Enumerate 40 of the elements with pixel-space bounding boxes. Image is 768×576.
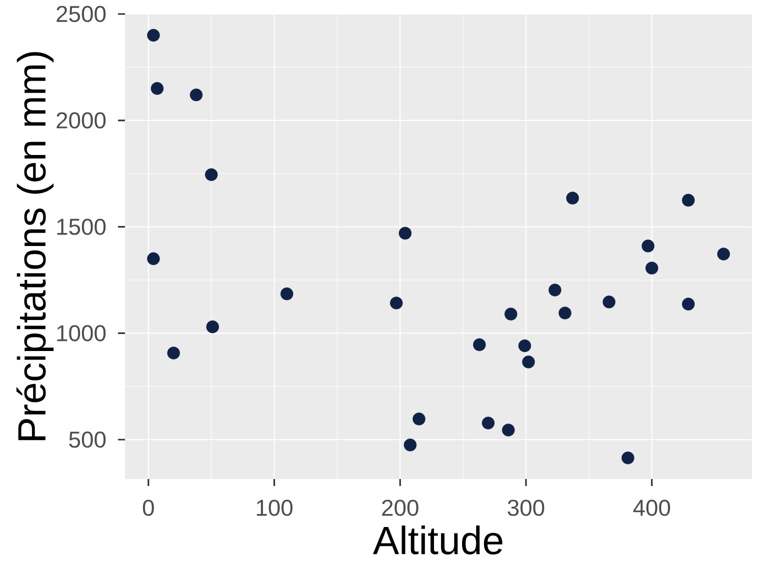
point [147,252,160,266]
point [190,88,203,102]
point [622,452,634,464]
point [404,438,417,452]
point [150,82,164,95]
x-tick-label: 300 [508,500,544,516]
y-tick-label: 2500 [56,6,106,22]
point [206,320,219,334]
point [602,296,616,308]
point [566,192,579,204]
point [558,306,572,320]
point [398,226,412,240]
point [717,248,730,260]
x-axis-title: Altitude [372,526,502,554]
point [682,194,695,207]
point [280,287,294,300]
point [412,412,426,426]
y-tick-label: 500 [69,432,106,448]
point [147,28,160,42]
x-tick-label: 0 [142,500,154,516]
point [645,262,658,274]
x-tick-label: 100 [256,500,292,516]
point [522,356,535,368]
point [518,339,532,352]
point [502,424,515,436]
x-tick-label: 200 [382,500,418,516]
point [548,284,562,296]
y-tick-label: 1500 [57,218,106,235]
y-tick-label: 2000 [56,112,106,129]
point [642,240,654,252]
y-axis-title: Précipitations (en mm) [16,52,54,440]
point [390,296,403,310]
point [682,298,695,310]
point [504,308,518,320]
y-tick-label: 1000 [57,325,106,342]
point [204,168,218,182]
point [473,338,486,352]
x-tick-label: 400 [633,500,670,516]
point [167,346,180,360]
point [482,416,495,430]
